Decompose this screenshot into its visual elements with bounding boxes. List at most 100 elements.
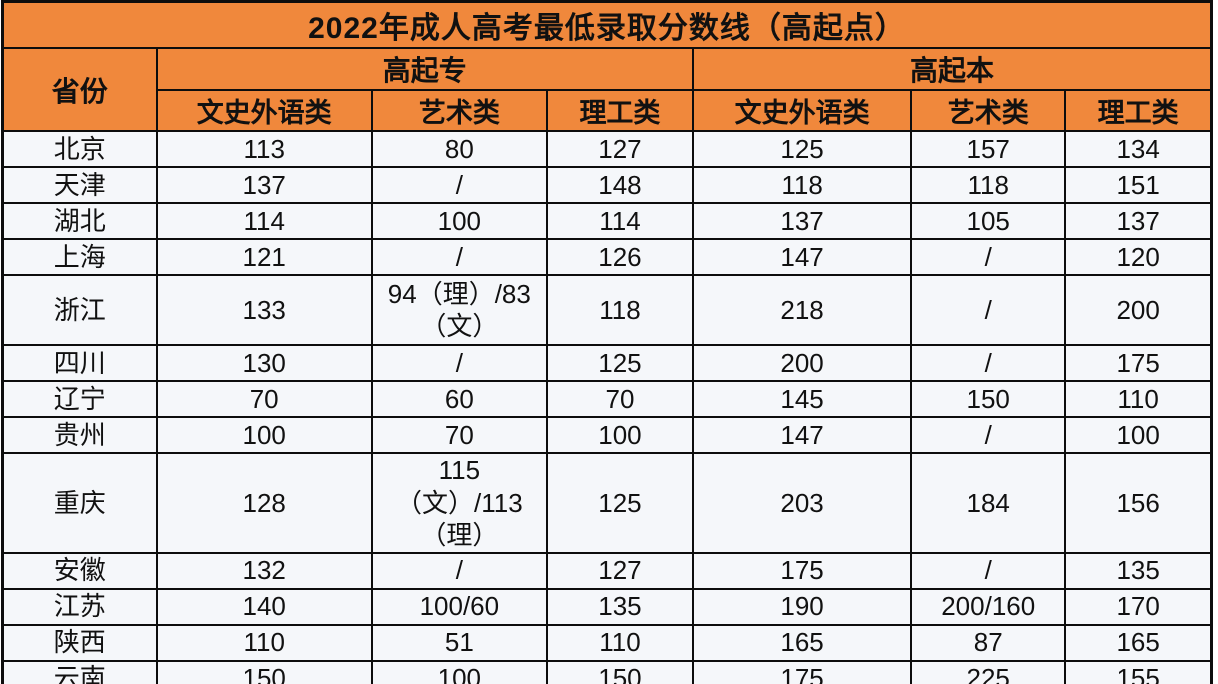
score-cell: / bbox=[370, 344, 548, 382]
table-row-tianjin: 天津 137 / 148 118 118 151 bbox=[1, 166, 1213, 204]
score-cell: 165 bbox=[691, 623, 913, 662]
table-row-beijing: 北京 113 80 127 125 157 134 bbox=[1, 130, 1213, 168]
score-cell: 150 bbox=[910, 380, 1067, 418]
province-cell: 湖北 bbox=[1, 202, 158, 240]
score-cell: / bbox=[370, 238, 548, 276]
province-cell: 贵州 bbox=[1, 416, 158, 454]
score-cell: 150 bbox=[155, 659, 373, 684]
score-cell: 87 bbox=[910, 623, 1067, 662]
score-cell: 105 bbox=[910, 202, 1067, 240]
header-sub-gqz-yishu: 艺术类 bbox=[370, 89, 548, 132]
score-cell: 147 bbox=[691, 238, 913, 276]
province-cell: 陕西 bbox=[1, 623, 158, 662]
table-row-chongqing: 重庆 128 115（文）/113（理） 125 203 184 156 bbox=[1, 452, 1213, 554]
province-cell: 四川 bbox=[1, 344, 158, 382]
score-cell: 114 bbox=[545, 202, 695, 240]
score-cell: 135 bbox=[545, 587, 695, 626]
sub-header-row: 文史外语类 艺术类 理工类 文史外语类 艺术类 理工类 bbox=[3, 89, 1213, 132]
score-cell: 203 bbox=[691, 452, 913, 554]
header-group-gaoqizhuan: 高起专 bbox=[155, 47, 695, 91]
score-cell: 225 bbox=[910, 659, 1067, 684]
province-cell: 天津 bbox=[1, 166, 158, 204]
table-row-sichuan: 四川 130 / 125 200 / 175 bbox=[1, 344, 1213, 382]
score-cell: 132 bbox=[155, 551, 373, 590]
score-cell: 100 bbox=[545, 416, 695, 454]
province-cell: 安徽 bbox=[1, 551, 158, 590]
score-cell: 135 bbox=[1064, 551, 1213, 590]
score-cell: 190 bbox=[691, 587, 913, 626]
province-cell: 北京 bbox=[1, 130, 158, 168]
score-cell: 175 bbox=[691, 659, 913, 684]
score-cell: / bbox=[910, 551, 1067, 590]
score-cell: 125 bbox=[545, 344, 695, 382]
table-title: 2022年成人高考最低录取分数线（高起点） bbox=[1, 0, 1213, 49]
score-cell: 113 bbox=[155, 130, 373, 168]
score-cell: 156 bbox=[1064, 452, 1213, 554]
score-cell: 120 bbox=[1064, 238, 1213, 276]
score-cell: 126 bbox=[545, 238, 695, 276]
score-cell: / bbox=[370, 551, 548, 590]
score-cell: 127 bbox=[545, 130, 695, 168]
province-cell: 浙江 bbox=[1, 274, 158, 346]
score-cell: 155 bbox=[1064, 659, 1213, 684]
score-cell: 127 bbox=[545, 551, 695, 590]
score-cell: 114 bbox=[155, 202, 373, 240]
score-cell: 165 bbox=[1064, 623, 1213, 662]
table-row-shaanxi: 陕西 110 51 110 165 87 165 bbox=[1, 623, 1213, 662]
score-cell: 118 bbox=[545, 274, 695, 346]
score-cell: 175 bbox=[1064, 344, 1213, 382]
score-cell: 218 bbox=[691, 274, 913, 346]
table-row-jiangsu: 江苏 140 100/60 135 190 200/160 170 bbox=[1, 587, 1213, 626]
header-sub-gqz-ligong: 理工类 bbox=[545, 89, 695, 132]
score-cell: 134 bbox=[1064, 130, 1213, 168]
score-cell: 100 bbox=[1064, 416, 1213, 454]
header-sub-gqz-wenshi: 文史外语类 bbox=[155, 89, 373, 132]
header-sub-gqb-ligong: 理工类 bbox=[1064, 89, 1213, 132]
score-cell: 175 bbox=[691, 551, 913, 590]
score-cell: / bbox=[910, 344, 1067, 382]
score-cell: 100 bbox=[155, 416, 373, 454]
province-cell: 重庆 bbox=[1, 452, 158, 554]
table-row-zhejiang: 浙江 133 94（理）/83（文） 118 218 / 200 bbox=[1, 274, 1213, 346]
score-cell: / bbox=[910, 238, 1067, 276]
table-row-anhui: 安徽 132 / 127 175 / 135 bbox=[1, 551, 1213, 590]
province-cell: 上海 bbox=[1, 238, 158, 276]
score-cell: 137 bbox=[155, 166, 373, 204]
score-cell: 137 bbox=[691, 202, 913, 240]
score-cell: 128 bbox=[155, 452, 373, 554]
score-cell: 200 bbox=[691, 344, 913, 382]
score-cell: 80 bbox=[370, 130, 548, 168]
score-cell: 70 bbox=[370, 416, 548, 454]
province-cell: 辽宁 bbox=[1, 380, 158, 418]
score-cell: 200 bbox=[1064, 274, 1213, 346]
score-cell: 133 bbox=[155, 274, 373, 346]
header-province: 省份 bbox=[1, 47, 158, 132]
score-cell: 115（文）/113（理） bbox=[370, 452, 548, 554]
score-cell: 151 bbox=[1064, 166, 1213, 204]
score-cell: 94（理）/83（文） bbox=[370, 274, 548, 346]
score-cell: / bbox=[370, 166, 548, 204]
score-cell: 170 bbox=[1064, 587, 1213, 626]
score-cell: / bbox=[910, 274, 1067, 346]
score-cell: 110 bbox=[1064, 380, 1213, 418]
score-cell: 51 bbox=[370, 623, 548, 662]
score-cell: 125 bbox=[545, 452, 695, 554]
table-row-hubei: 湖北 114 100 114 137 105 137 bbox=[1, 202, 1213, 240]
title-row: 2022年成人高考最低录取分数线（高起点） bbox=[1, 0, 1213, 49]
score-cell: 70 bbox=[545, 380, 695, 418]
score-cell: 157 bbox=[910, 130, 1067, 168]
group-header-row: 省份 高起专 高起本 bbox=[1, 47, 1213, 132]
header-group-gaoqiben: 高起本 bbox=[692, 47, 1213, 91]
table-row-liaoning: 辽宁 70 60 70 145 150 110 bbox=[1, 380, 1213, 418]
score-cell: 100/60 bbox=[370, 587, 548, 626]
score-cell: / bbox=[910, 416, 1067, 454]
score-cell: 118 bbox=[691, 166, 913, 204]
score-cell: 145 bbox=[691, 380, 913, 418]
score-cell: 110 bbox=[545, 623, 695, 662]
score-cell: 100 bbox=[370, 659, 548, 684]
score-cell: 70 bbox=[155, 380, 373, 418]
province-cell: 江苏 bbox=[1, 587, 158, 626]
table-row-guizhou: 贵州 100 70 100 147 / 100 bbox=[1, 416, 1213, 454]
